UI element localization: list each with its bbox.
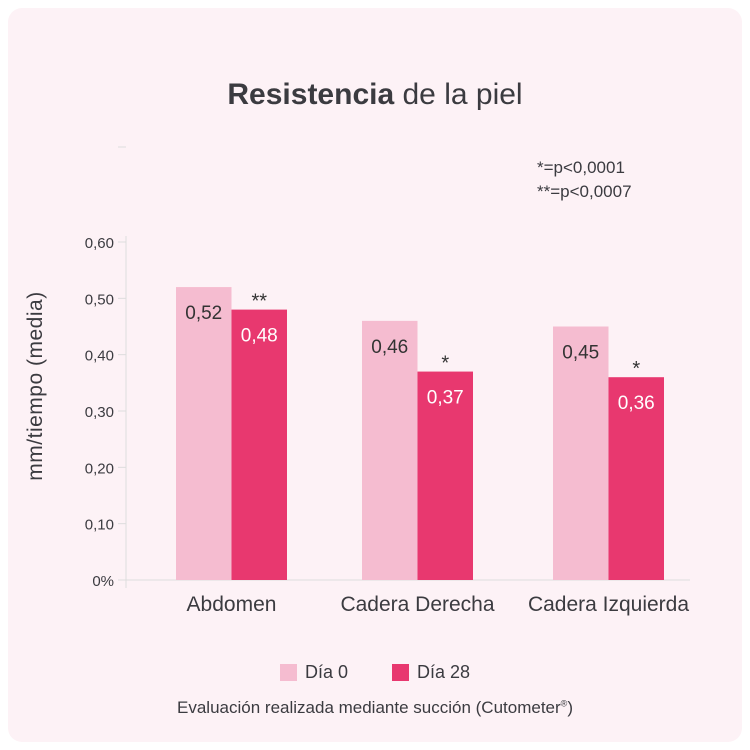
y-tick-label: 0,30 xyxy=(85,404,114,421)
data-label: 0,46 xyxy=(371,337,408,358)
x-tick-label: Abdomen xyxy=(187,593,277,616)
legend-swatch xyxy=(279,664,297,681)
bar-dia0 xyxy=(553,326,609,580)
y-tick-label: 0,40 xyxy=(85,348,114,365)
footnote: Evaluación realizada mediante succión (C… xyxy=(177,698,573,717)
data-label: 0,37 xyxy=(427,388,464,409)
bar-dia28 xyxy=(231,309,287,580)
bar-dia0 xyxy=(176,287,232,580)
significance-marker: * xyxy=(441,353,449,375)
y-tick-label: 0,20 xyxy=(85,460,114,477)
significance-note-2: **=p<0,0007 xyxy=(537,182,632,201)
y-tick-label: 0,60 xyxy=(85,235,114,252)
bar-dia28 xyxy=(608,377,664,580)
legend: Día 0 Día 28 xyxy=(0,662,750,683)
legend-label: Día 0 xyxy=(304,662,348,682)
legend-item-dia28: Día 28 xyxy=(391,662,471,683)
data-label: 0,48 xyxy=(241,326,278,347)
chart-title: Resistencia de la piel xyxy=(227,78,523,111)
legend-item-dia0: Día 0 xyxy=(279,662,348,683)
y-tick-label: 0,10 xyxy=(85,517,114,534)
data-label: 0,45 xyxy=(562,343,599,364)
x-tick-label: Cadera Derecha xyxy=(340,593,494,616)
significance-marker: * xyxy=(632,358,640,380)
legend-label: Día 28 xyxy=(416,662,471,682)
significance-note-1: *=p<0,0001 xyxy=(537,158,625,177)
data-label: 0,36 xyxy=(618,393,655,414)
legend-swatch xyxy=(391,664,409,681)
significance-marker: ** xyxy=(251,291,267,313)
bar-dia28 xyxy=(417,371,473,580)
data-label: 0,52 xyxy=(185,303,222,324)
y-tick-label: 0% xyxy=(92,573,114,590)
bar-dia0 xyxy=(362,320,418,580)
x-tick-label: Cadera Izquierda xyxy=(528,593,689,616)
y-tick-label: 0,50 xyxy=(85,291,114,308)
